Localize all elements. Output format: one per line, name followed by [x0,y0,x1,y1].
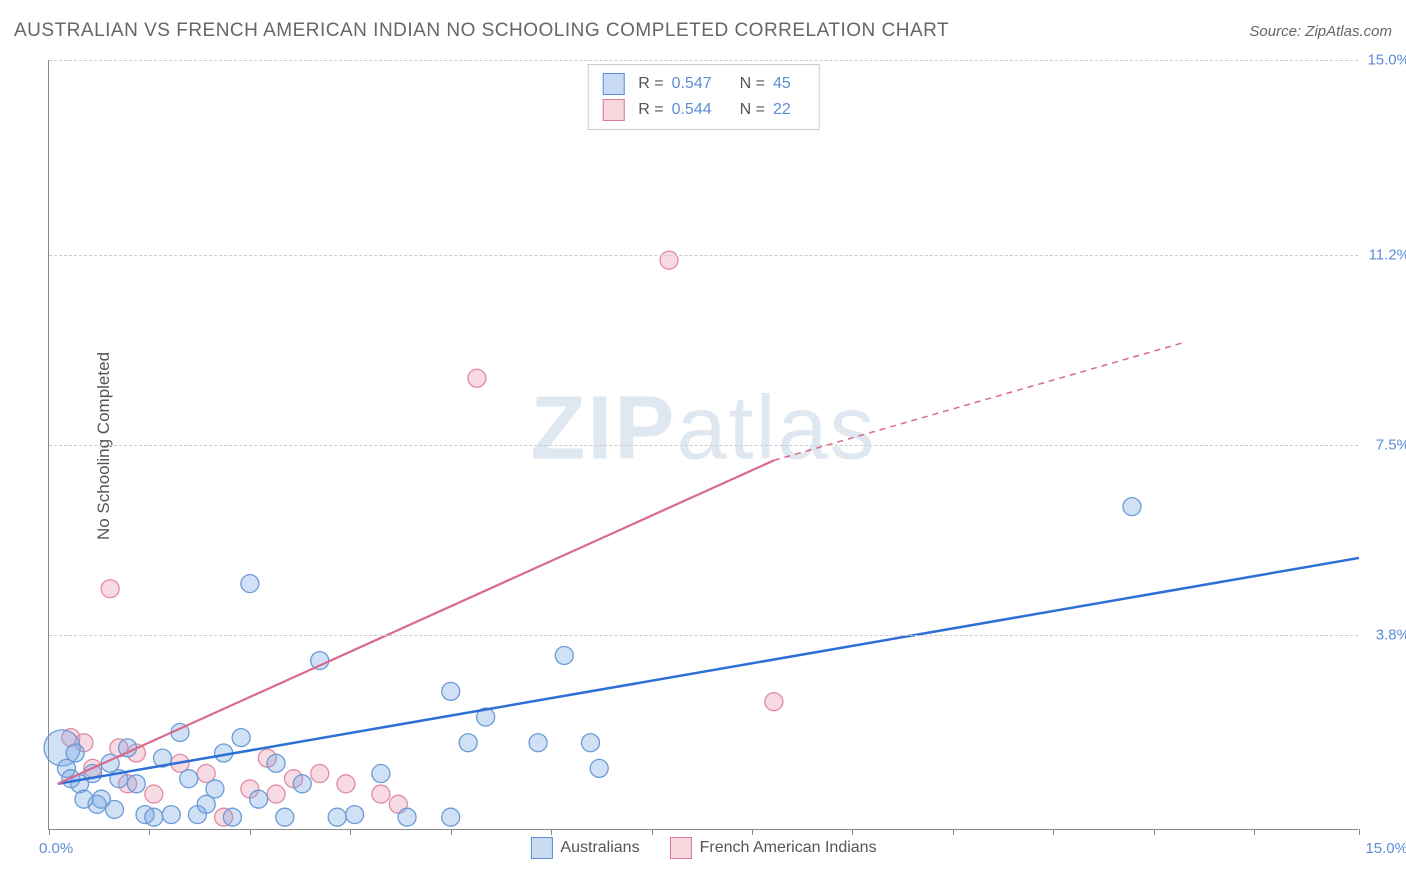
data-point [145,808,163,826]
data-point [328,808,346,826]
data-point [267,754,285,772]
data-point [1123,498,1141,516]
data-point [223,808,241,826]
gridline [49,635,1358,636]
data-point [250,790,268,808]
n-value: 45 [773,75,791,93]
data-point [468,369,486,387]
data-point [145,785,163,803]
legend-series: Australians French American Indians [530,837,876,859]
n-label: N = [740,101,765,119]
x-tick [953,829,954,835]
data-point [276,808,294,826]
data-point [311,765,329,783]
data-point [660,251,678,269]
chart-title: AUSTRALIAN VS FRENCH AMERICAN INDIAN NO … [14,20,949,42]
data-point [459,734,477,752]
legend-swatch [670,837,692,859]
x-tick [1254,829,1255,835]
data-point [241,575,259,593]
gridline [49,60,1358,61]
data-point [398,808,416,826]
x-axis-min-label: 0.0% [39,840,73,857]
x-axis-max-label: 15.0% [1365,840,1406,857]
data-point [372,765,390,783]
legend-stats: R = 0.547 N = 45 R = 0.544 N = 22 [587,64,820,130]
x-tick [250,829,251,835]
r-label: R = [638,75,663,93]
data-point [127,775,145,793]
x-tick [652,829,653,835]
n-label: N = [740,75,765,93]
data-point [555,646,573,664]
x-tick [752,829,753,835]
legend-series-label: Australians [560,839,639,857]
data-point [66,744,84,762]
data-point [101,580,119,598]
data-point [75,790,93,808]
source-attribution: Source: ZipAtlas.com [1249,23,1392,40]
legend-swatch [602,73,624,95]
data-point [267,785,285,803]
data-point [581,734,599,752]
data-point [442,808,460,826]
x-tick [49,829,50,835]
trend-line-french [58,460,774,783]
legend-stats-row: R = 0.544 N = 22 [602,97,805,123]
x-tick [1359,829,1360,835]
source-label: Source: [1249,23,1305,40]
r-value: 0.544 [672,101,712,119]
data-point [529,734,547,752]
r-value: 0.547 [672,75,712,93]
data-point [346,806,364,824]
data-point [180,770,198,788]
r-label: R = [638,101,663,119]
legend-series-item: Australians [530,837,639,859]
x-tick [350,829,351,835]
gridline [49,445,1358,446]
trend-line-french-ext [774,342,1184,460]
data-point [372,785,390,803]
x-tick [451,829,452,835]
legend-swatch [530,837,552,859]
data-point [162,806,180,824]
n-value: 22 [773,101,791,119]
x-tick [1154,829,1155,835]
data-point [442,682,460,700]
x-tick [1053,829,1054,835]
source-name: ZipAtlas.com [1305,23,1392,40]
legend-series-item: French American Indians [670,837,877,859]
y-tick-label: 3.8% [1376,626,1406,643]
x-tick [551,829,552,835]
data-point [337,775,355,793]
data-point [590,759,608,777]
y-tick-label: 7.5% [1376,437,1406,454]
data-point [197,795,215,813]
plot-area: ZIPatlas R = 0.547 N = 45 R = 0.544 N = … [48,60,1358,830]
data-point [92,790,110,808]
y-tick-label: 15.0% [1367,52,1406,69]
legend-stats-row: R = 0.547 N = 45 [602,71,805,97]
x-tick [852,829,853,835]
legend-swatch [602,99,624,121]
data-point [311,652,329,670]
data-point [232,729,250,747]
data-point [765,693,783,711]
data-point [293,775,311,793]
y-tick-label: 11.2% [1369,247,1406,264]
gridline [49,255,1358,256]
x-tick [149,829,150,835]
legend-series-label: French American Indians [700,839,877,857]
